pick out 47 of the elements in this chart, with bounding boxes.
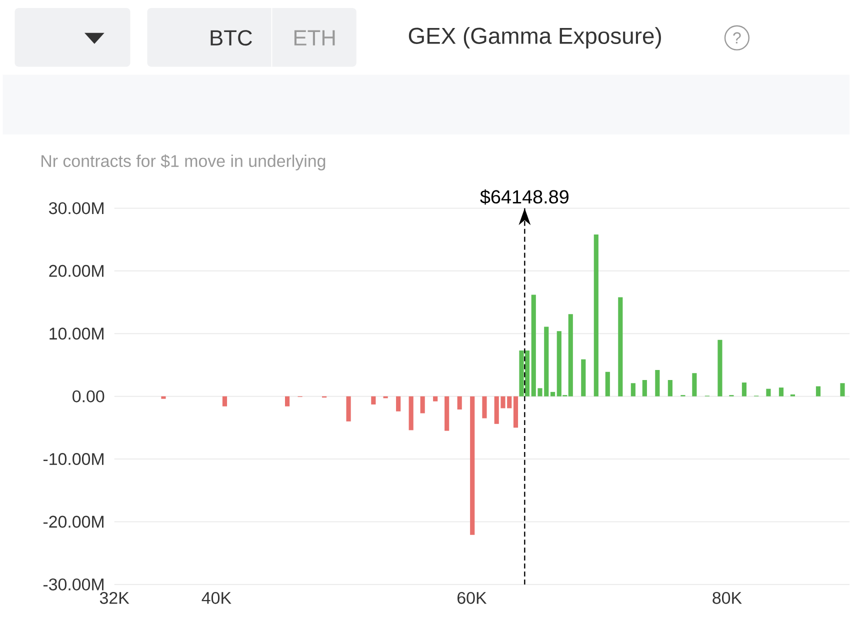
x-tick-label: 60K [458,592,487,604]
y-tick-label: -30.00M [43,578,104,591]
x-tick-label: 80K [712,592,742,604]
text: BTC [210,30,252,46]
bar [581,360,586,397]
bar [346,396,351,422]
bar [594,234,598,397]
x-tick-label: 32K [100,592,130,604]
bar [470,396,475,536]
bar [655,370,660,397]
bar [222,396,228,407]
bar [433,396,438,402]
bar [766,389,771,397]
bar [161,396,166,400]
y-tick-label: 30.00M [48,202,104,214]
bar [513,396,518,428]
bar [642,380,647,397]
bar [668,380,672,397]
bar [284,396,290,407]
y-tick-label: 20.00M [49,265,104,278]
bar [420,396,425,414]
bar [692,373,697,397]
text: ? [733,32,741,44]
bar [396,396,401,412]
bar [618,297,623,397]
bar [408,396,414,430]
bar [457,396,462,410]
bar [840,383,845,397]
x-tick-label: 40K [202,592,232,604]
bar [444,396,450,432]
bar [718,340,722,397]
y-tick-label: -10.00M [43,453,104,466]
bar [371,396,376,405]
chart-title: GEX (Gamma Exposure) [408,27,661,49]
bar [816,386,821,397]
text: ETH [294,30,335,46]
bar [742,382,747,397]
bar [778,388,784,397]
y-tick-label: -20.00M [43,516,104,528]
bar [482,396,487,418]
bar [550,392,556,397]
bar [630,383,636,397]
ref-line-label: $64148.89 [480,190,568,205]
y-axis-title: Nr contracts for $1 move in underlying [42,154,326,171]
bar [605,372,610,397]
y-tick-label: 10.00M [50,328,104,340]
y-tick-label: 0.00 [72,390,104,403]
